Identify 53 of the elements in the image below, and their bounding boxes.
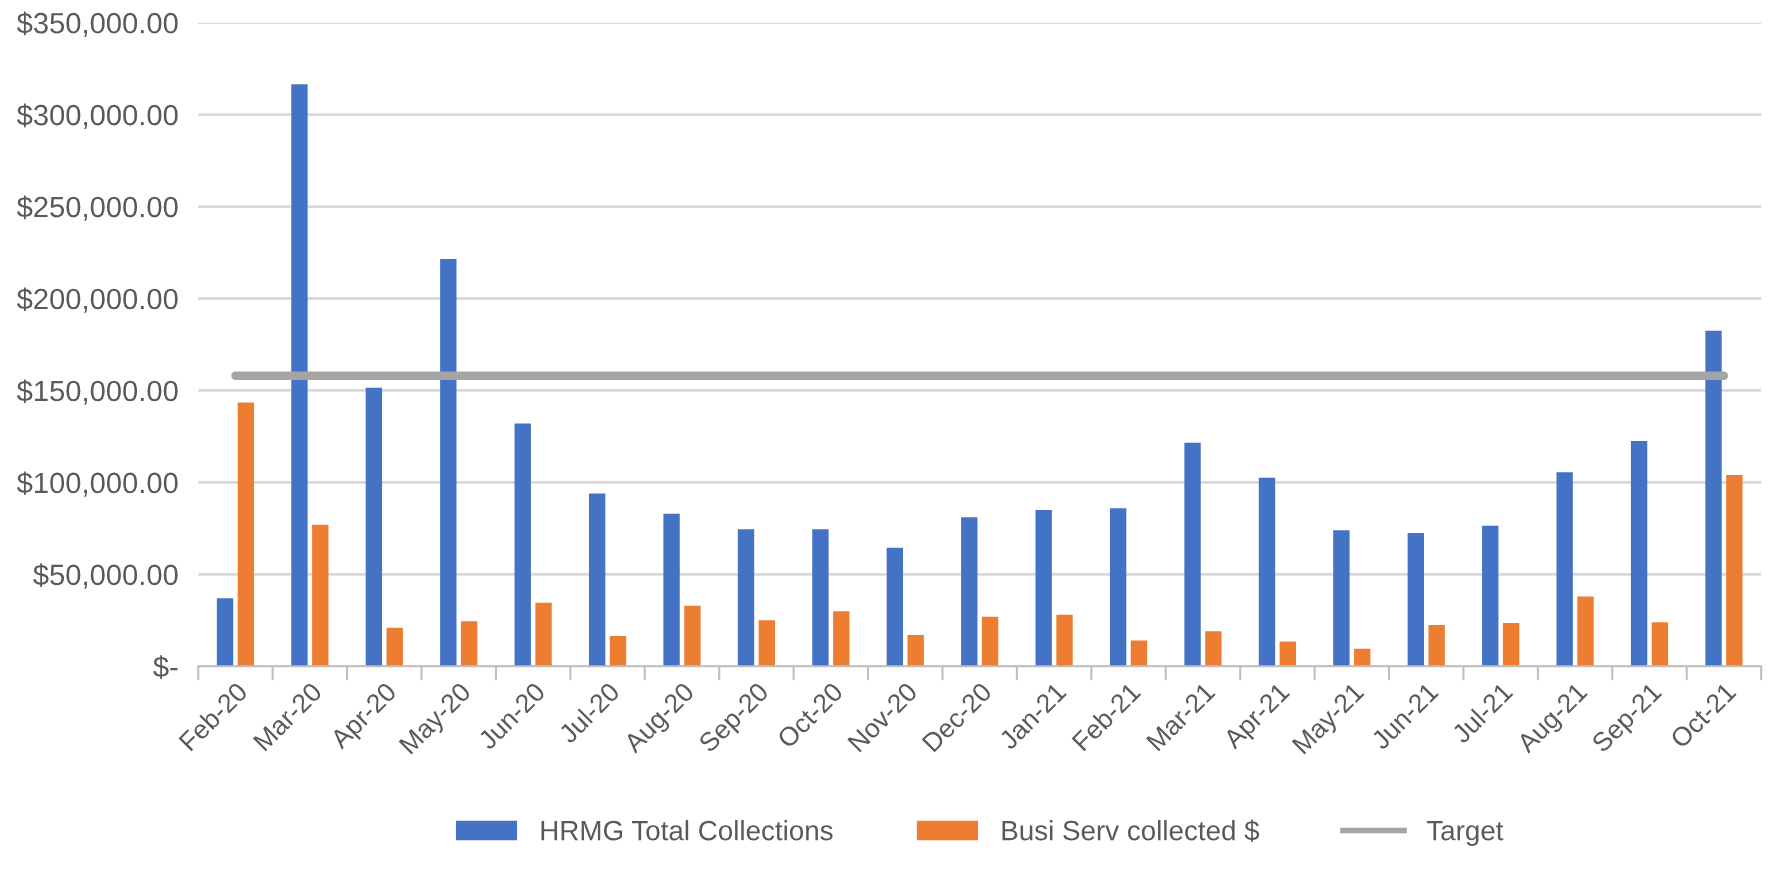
bar (1279, 641, 1296, 667)
bar (386, 627, 403, 667)
bar (1705, 330, 1722, 667)
bar (365, 387, 383, 667)
bar (588, 493, 606, 667)
y-tick-label: $200,000.00 (16, 287, 178, 313)
bar (907, 635, 924, 667)
bar (1482, 525, 1499, 667)
bar (1630, 441, 1648, 667)
bar (1333, 530, 1350, 667)
bar (1184, 442, 1201, 667)
bar (886, 547, 904, 667)
bar (440, 258, 457, 667)
bar (758, 620, 776, 667)
bar (216, 598, 234, 667)
y-tick-label: $300,000.00 (16, 103, 178, 129)
bar (1428, 624, 1445, 667)
bar (1035, 510, 1052, 667)
bar (833, 611, 850, 667)
bar (1354, 648, 1371, 667)
bar (684, 605, 701, 667)
y-tick-label: $- (153, 655, 178, 679)
legend-label: HRMG Total Collections (541, 820, 833, 841)
y-tick-label: $100,000.00 (16, 471, 178, 497)
bar (1056, 614, 1073, 667)
y-tick-label: $350,000.00 (16, 11, 178, 37)
bar (1577, 596, 1594, 667)
bar (312, 524, 329, 667)
bar (1556, 472, 1573, 667)
bar (737, 529, 755, 667)
y-tick-label: $150,000.00 (16, 379, 178, 405)
bar (514, 423, 531, 667)
bar (1651, 622, 1669, 667)
bar (1205, 631, 1222, 667)
y-tick-label: $250,000.00 (16, 195, 178, 221)
bar (1109, 508, 1127, 667)
bar (981, 616, 999, 667)
bar (609, 635, 627, 667)
bar (1726, 475, 1743, 667)
bar (961, 517, 978, 667)
bar (460, 621, 478, 667)
bar (663, 513, 680, 667)
bar (535, 602, 552, 667)
bar (1258, 477, 1276, 667)
y-tick-label: $50,000.00 (33, 563, 178, 589)
bar (1407, 532, 1425, 667)
bar (237, 402, 255, 667)
bar (1502, 623, 1520, 667)
bar (1130, 640, 1148, 667)
bar (812, 529, 829, 667)
bar (291, 84, 308, 667)
legend-label: Busi Serv collected $ (1002, 819, 1260, 843)
legend-label: Target (1426, 821, 1504, 846)
